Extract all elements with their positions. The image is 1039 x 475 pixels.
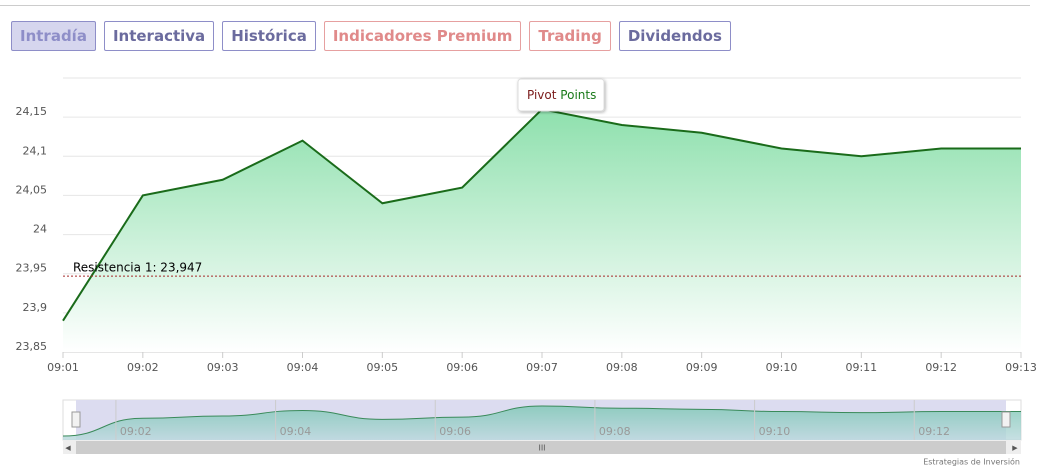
navigator-line [62,405,1021,437]
area [63,109,1021,352]
y-tick-label: 23,95 [16,262,48,275]
scrollbar-thumb[interactable] [76,441,1006,454]
x-tick-label: 09:13 [1005,361,1037,374]
tooltip-second: Points [560,88,596,102]
tab[interactable]: Trading [529,21,611,51]
y-tick-label: 23,85 [16,340,48,353]
navigator-label: 09:02 [120,425,152,438]
navigator-label: 09:08 [599,425,631,438]
x-tick-label: 09:08 [606,361,638,374]
navigator-handle[interactable] [1001,411,1011,428]
x-tick-label: 09:10 [766,361,798,374]
x-tick-label: 09:03 [207,361,239,374]
tab-bar: Intradía Interactiva Histórica Indicadores … [11,21,731,51]
x-tick-label: 09:12 [925,361,957,374]
tab[interactable]: Indicadores Premium [323,21,522,51]
tooltip-first: Pivot [527,88,557,102]
y-tick-label: 24,15 [16,105,48,118]
y-tick-label: 24 [33,223,47,236]
tab[interactable]: Histórica [222,21,316,51]
y-tick-label: 24,05 [16,183,48,196]
navigator-area [63,406,1021,440]
x-tick-label: 09:01 [47,361,79,374]
navigator-label: 09:10 [759,425,791,438]
tooltip-box [517,78,605,112]
navigator-handle[interactable] [71,411,81,428]
scroll-grip: III [538,444,545,453]
x-tick-label: 09:06 [446,361,478,374]
x-tick-label: 09:02 [127,361,159,374]
divider [0,5,1030,6]
x-tick-label: 09:07 [526,361,558,374]
x-tick-label: 09:11 [845,361,877,374]
x-tick-label: 09:04 [287,361,319,374]
navigator-label: 09:12 [918,425,950,438]
tab[interactable]: Dividendos [618,21,731,51]
navigator-label: 09:06 [439,425,471,438]
tab[interactable]: Interactiva [103,21,215,51]
navigator-label: 09:04 [280,425,312,438]
y-tick-label: 23,9 [23,301,48,314]
x-tick-label: 09:05 [366,361,398,374]
tab[interactable]: Intradía [11,21,96,51]
scroll-right[interactable]: ▶ [1012,444,1018,452]
scroll-left[interactable]: ◀ [65,444,71,452]
y-tick-label: 24,1 [23,144,48,157]
footer: Estrategias de Inversión [923,457,1020,467]
x-tick-label: 09:09 [686,361,718,374]
tooltip: Pivot Points [527,88,596,102]
reference-label: Resistencia 1: 23,947 [73,261,202,275]
